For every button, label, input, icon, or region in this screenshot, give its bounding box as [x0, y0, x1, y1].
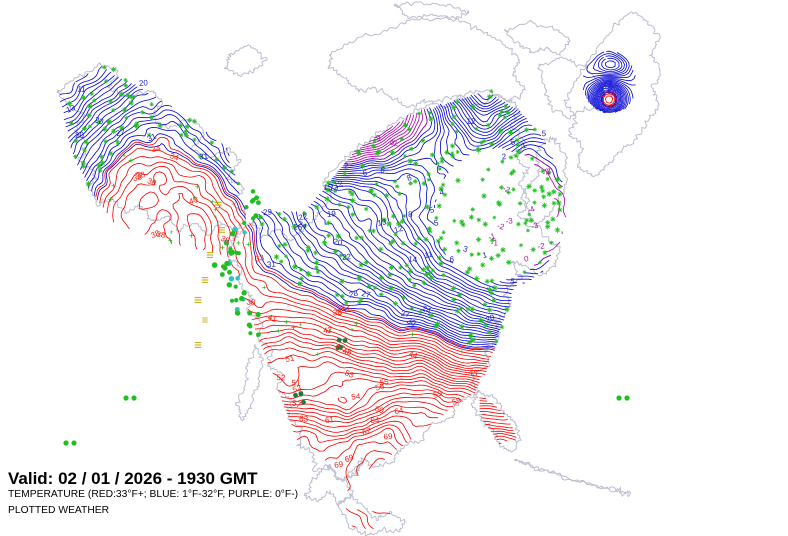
- svg-text:64: 64: [370, 416, 380, 425]
- svg-text:12: 12: [466, 117, 476, 126]
- svg-text:11: 11: [77, 84, 87, 94]
- svg-text:15: 15: [323, 183, 333, 192]
- svg-text:31: 31: [267, 259, 277, 269]
- svg-text:52: 52: [276, 373, 286, 382]
- svg-text:63: 63: [299, 414, 309, 423]
- svg-text:55: 55: [379, 377, 389, 387]
- svg-text:14: 14: [408, 255, 418, 265]
- svg-text:54: 54: [351, 392, 361, 402]
- svg-text:20: 20: [139, 78, 149, 88]
- svg-text:20: 20: [75, 131, 85, 140]
- svg-text:22: 22: [342, 252, 352, 262]
- svg-text:42: 42: [323, 325, 333, 335]
- svg-text:36: 36: [333, 309, 342, 318]
- svg-text:69: 69: [383, 432, 393, 441]
- svg-text:38: 38: [246, 298, 256, 307]
- svg-text:61: 61: [325, 415, 335, 425]
- svg-text:19: 19: [327, 209, 337, 219]
- svg-text:31: 31: [199, 152, 209, 162]
- svg-text:8: 8: [408, 210, 413, 219]
- svg-text:5: 5: [542, 129, 547, 138]
- svg-text:29: 29: [263, 207, 273, 217]
